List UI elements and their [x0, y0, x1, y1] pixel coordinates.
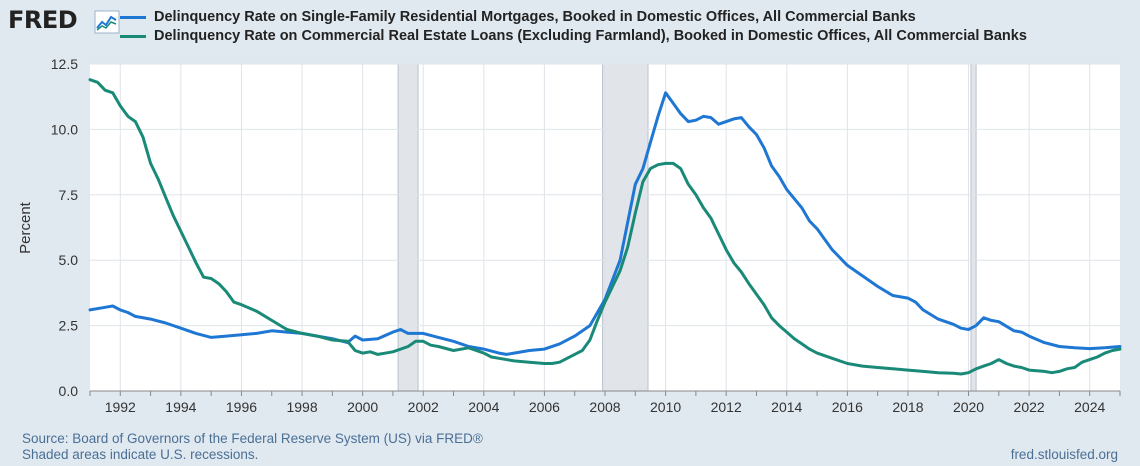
- series-line-1[interactable]: [88, 78, 1122, 376]
- chart-line-icon: [94, 10, 120, 34]
- y-tick-label-0: 0.0: [59, 383, 79, 399]
- y-tick-label-3: 7.5: [59, 187, 79, 203]
- x-tick-label-7: 2006: [529, 399, 560, 415]
- x-tick-label-3: 1998: [286, 399, 317, 415]
- x-tick-label-8: 2008: [589, 399, 620, 415]
- y-tick-label-2: 5.0: [59, 252, 79, 268]
- site-link[interactable]: fred.stlouisfed.org: [1010, 447, 1118, 462]
- fred-logo-text: FRED: [8, 6, 78, 34]
- legend-label-cre: Delinquency Rate on Commercial Real Esta…: [154, 28, 1027, 44]
- x-axis-ticks: 1992 1994 1996 1998 2000 2002 2004 2006 2008 2010…: [89, 390, 1121, 415]
- chart-legend: Delinquency Rate on Single-Family Reside…: [120, 8, 1027, 46]
- x-tick-label-6: 2004: [468, 399, 499, 415]
- legend-swatch-cre: [120, 35, 146, 38]
- x-tick-label-16: 2024: [1074, 399, 1105, 415]
- y-axis-ticks: 0.0 2.5 5.0 7.5 10.0 12.5: [51, 56, 78, 399]
- x-tick-label-0: 1992: [105, 399, 136, 415]
- chart-footer: Source: Board of Governors of the Federa…: [22, 431, 483, 463]
- y-axis-label: Percent: [17, 201, 34, 254]
- source-note: Source: Board of Governors of the Federa…: [22, 431, 483, 446]
- fred-logo[interactable]: FRED: [8, 6, 120, 38]
- series-lines: [88, 78, 1122, 376]
- legend-entry-mortgages[interactable]: Delinquency Rate on Single-Family Reside…: [120, 8, 1027, 27]
- series-line-0[interactable]: [88, 91, 1122, 356]
- legend-entry-cre[interactable]: Delinquency Rate on Commercial Real Esta…: [120, 27, 1027, 46]
- x-tick-label-15: 2022: [1014, 399, 1045, 415]
- recession-band-2: [970, 63, 977, 392]
- legend-swatch-mortgages: [120, 16, 146, 19]
- x-tick-label-1: 1994: [165, 399, 196, 415]
- x-tick-label-11: 2014: [771, 399, 802, 415]
- recession-note: Shaded areas indicate U.S. recessions.: [22, 447, 259, 462]
- x-tick-label-5: 2002: [408, 399, 439, 415]
- y-tick-label-5: 12.5: [51, 56, 78, 72]
- y-tick-label-4: 10.0: [51, 121, 78, 137]
- x-tick-label-14: 2020: [953, 399, 984, 415]
- x-tick-label-9: 2010: [650, 399, 681, 415]
- x-tick-label-10: 2012: [711, 399, 742, 415]
- x-tick-label-13: 2018: [892, 399, 923, 415]
- x-tick-label-12: 2016: [832, 399, 863, 415]
- x-tick-label-4: 2000: [347, 399, 378, 415]
- x-tick-label-2: 1996: [226, 399, 257, 415]
- y-tick-label-1: 2.5: [59, 318, 79, 334]
- legend-label-mortgages: Delinquency Rate on Single-Family Reside…: [154, 9, 916, 25]
